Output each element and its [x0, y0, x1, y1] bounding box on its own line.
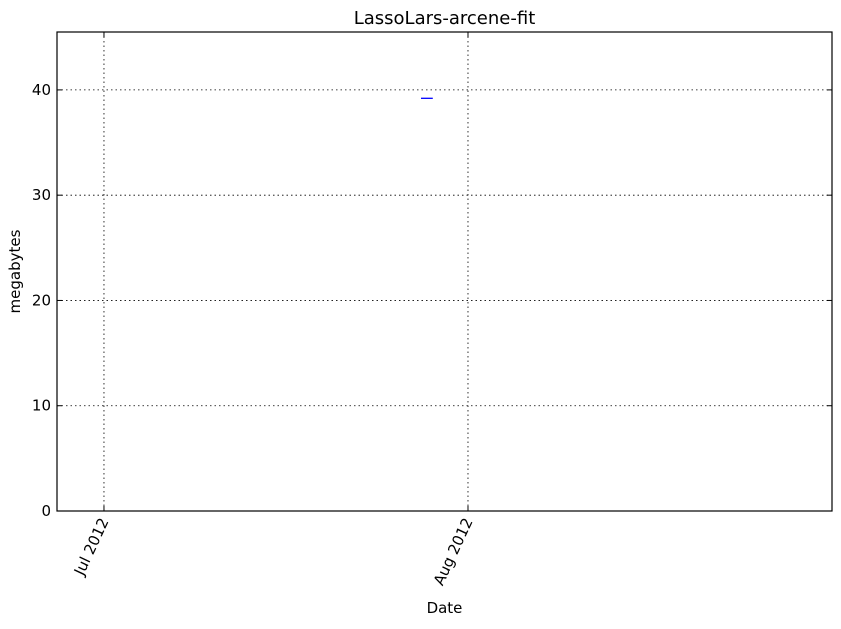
grid	[57, 32, 832, 511]
plot-frame	[56, 31, 833, 512]
x-tick-label: Jul 2012	[70, 515, 113, 579]
y-tick-label: 10	[32, 397, 51, 415]
tick-labels: 0 10 20 30 40 Jul 2012 Aug 2012	[32, 81, 477, 588]
y-tick-label: 0	[41, 502, 51, 520]
x-axis-label: Date	[427, 599, 463, 617]
chart-title: LassoLars-arcene-fit	[354, 8, 536, 29]
y-axis-label: megabytes	[6, 229, 24, 313]
y-tick-label: 30	[32, 186, 51, 204]
ticks	[57, 32, 832, 512]
y-tick-label: 20	[32, 291, 51, 309]
y-tick-label: 40	[32, 81, 51, 99]
x-tick-label: Aug 2012	[430, 515, 477, 588]
